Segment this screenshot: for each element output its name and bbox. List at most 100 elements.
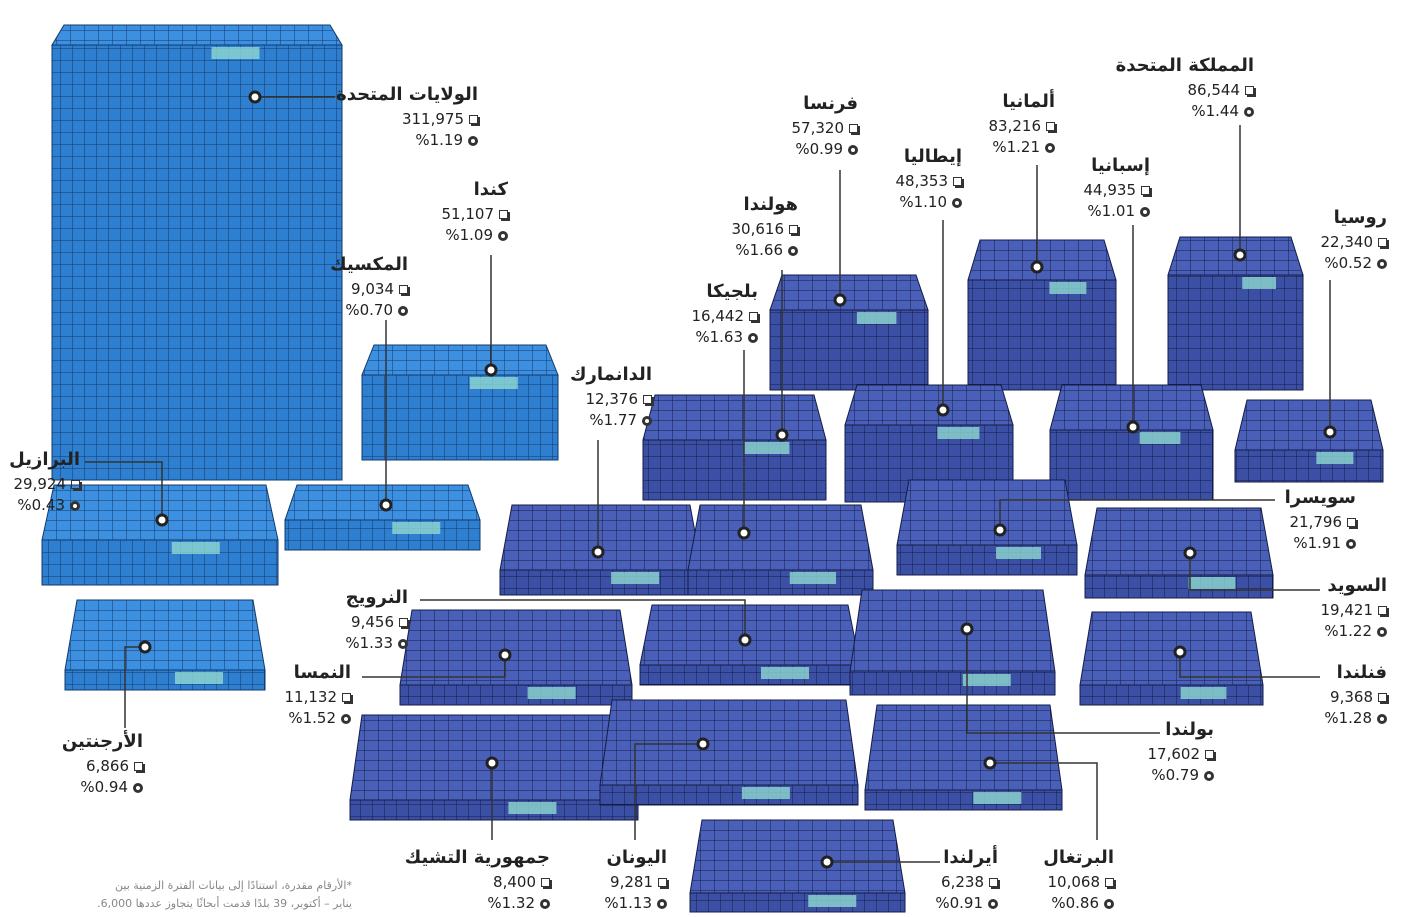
count: 12,376 <box>585 390 639 408</box>
block-front <box>284 519 481 551</box>
percent-icon <box>498 230 508 241</box>
block-top <box>687 504 874 571</box>
highlight <box>611 572 660 584</box>
block-front <box>1234 449 1384 483</box>
count: 19,421 <box>1320 601 1374 619</box>
percent-icon <box>1140 206 1150 217</box>
percent: %0.99 <box>795 140 843 158</box>
percent-icon <box>1377 626 1387 637</box>
footnote-line: *الأرقام مقدرة، استنادًا إلى بيانات الفت… <box>115 879 352 892</box>
count: 6,238 <box>941 873 984 891</box>
marker-dot <box>138 640 152 654</box>
percent-icon <box>70 500 80 511</box>
leader-line <box>362 655 506 678</box>
percent-icon <box>1104 898 1114 909</box>
percent: %0.70 <box>345 301 393 319</box>
percent: %1.77 <box>589 411 637 429</box>
percent-row: %1.66 <box>732 240 798 261</box>
leader-line <box>85 461 163 520</box>
leader-line <box>999 499 1275 530</box>
marker-dot <box>936 403 950 417</box>
marker-dot <box>1173 645 1187 659</box>
percent-row: %0.52 <box>1321 253 1387 274</box>
count-row: 51,107 <box>442 204 508 225</box>
marker-dot <box>1233 248 1247 262</box>
percent: %0.91 <box>935 894 983 912</box>
block-front <box>1079 684 1264 706</box>
country-name: المملكة المتحدة <box>1115 55 1254 76</box>
country-label: الولايات المتحدة 311,975 %1.19 <box>336 86 478 151</box>
marker-dot <box>696 737 710 751</box>
block-top <box>399 609 633 686</box>
percent-icon <box>398 638 408 649</box>
count-row: 83,216 <box>988 116 1055 137</box>
block-front <box>349 799 639 821</box>
percent-icon <box>468 135 478 146</box>
count-icon <box>953 177 962 186</box>
count-icon <box>1105 878 1114 887</box>
count-row: 86,544 <box>1116 80 1254 101</box>
marker-dot <box>484 363 498 377</box>
country-label: إسبانيا 44,935 %1.01 <box>1084 157 1150 222</box>
highlight <box>211 47 260 59</box>
country-name: اليونان <box>606 847 667 868</box>
percent-icon <box>398 305 408 316</box>
percent-icon <box>657 898 667 909</box>
percent-row: %1.22 <box>1321 621 1387 642</box>
count: 9,368 <box>1330 688 1373 706</box>
leader-line <box>1179 652 1320 678</box>
marker-dot <box>1183 546 1197 560</box>
country-label: هولندا 30,616 %1.66 <box>732 196 798 261</box>
highlight <box>1180 687 1227 699</box>
country-name: جمهورية التشيك <box>404 847 550 868</box>
count-icon <box>1046 122 1055 131</box>
count: 83,216 <box>988 117 1042 135</box>
percent-row: %0.70 <box>330 300 408 321</box>
country-label: البرتغال 10,068 %0.86 <box>1043 849 1114 914</box>
percent-row: %0.86 <box>1043 893 1114 914</box>
block-front <box>896 544 1078 576</box>
percent-icon <box>540 898 550 909</box>
count-row: 44,935 <box>1084 180 1150 201</box>
country-label: النمسا 11,132 %1.52 <box>284 664 351 729</box>
highlight <box>856 312 897 324</box>
percent-icon <box>1204 770 1214 781</box>
block-top <box>864 704 1063 791</box>
country-name: الدانمارك <box>570 364 652 385</box>
count-icon <box>134 762 143 771</box>
leader-line <box>420 599 746 640</box>
percent-icon <box>952 197 962 208</box>
highlight <box>527 687 576 699</box>
percent: %1.19 <box>415 131 463 149</box>
percent-icon <box>848 144 858 155</box>
percent: %1.66 <box>735 241 783 259</box>
marker-dot <box>960 622 974 636</box>
percent: %0.94 <box>80 778 128 796</box>
percent-row: %1.21 <box>989 137 1055 158</box>
percent-row: %1.44 <box>1116 101 1254 122</box>
count-row: 17,602 <box>1148 744 1214 765</box>
country-label: إيطاليا 48,353 %1.10 <box>895 148 962 213</box>
leader-line <box>124 646 145 728</box>
highlight <box>1139 432 1181 444</box>
count-icon <box>469 115 478 124</box>
highlight <box>973 792 1022 804</box>
count: 11,132 <box>284 688 338 706</box>
count-row: 9,368 <box>1324 687 1387 708</box>
block-top <box>896 479 1078 546</box>
highlight <box>508 802 557 814</box>
footnote-line: يناير – أكتوبر، 39 بلدًا قدمت أبحاثًا يت… <box>97 897 352 910</box>
count: 48,353 <box>895 172 949 190</box>
country-name: السويد <box>1327 575 1387 596</box>
count-icon <box>1205 750 1214 759</box>
count: 86,544 <box>1187 81 1241 99</box>
block-front <box>51 44 343 481</box>
block-front <box>642 439 827 501</box>
block-front <box>64 669 266 691</box>
block-top <box>1079 611 1264 686</box>
percent-icon <box>133 782 143 793</box>
count: 29,924 <box>13 475 67 493</box>
marker-dot <box>1126 420 1140 434</box>
percent-row: %0.99 <box>792 139 858 160</box>
